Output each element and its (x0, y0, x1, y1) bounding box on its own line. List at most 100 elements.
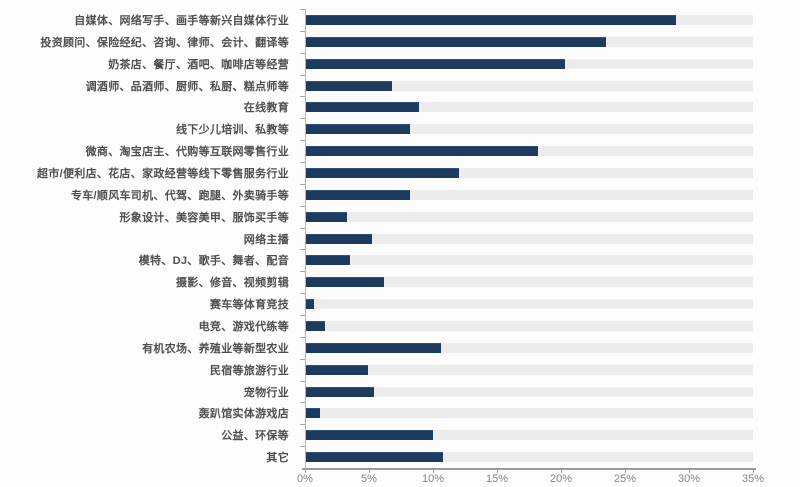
x-tick-label: 10% (421, 473, 445, 485)
category-label: 电竞、游戏代练等 (198, 320, 289, 333)
bar (305, 189, 410, 200)
bar-track (305, 80, 753, 91)
bar-track (305, 255, 753, 266)
bar (305, 102, 419, 113)
category-label: 专车/顺风车司机、代驾、跑腿、外卖骑手等 (70, 189, 289, 202)
bar (305, 277, 385, 288)
x-tick-label: 5% (361, 473, 377, 485)
bar (305, 255, 350, 266)
bar-track (305, 342, 753, 353)
y-axis-line (305, 9, 306, 468)
bar-track (305, 364, 753, 375)
chart-row: 电竞、游戏代练等 (0, 315, 753, 337)
chart-rows: 自媒体、网络写手、画手等新兴自媒体行业 投资顾问、保险经纪、咨询、律师、会计、翻… (0, 9, 753, 468)
x-tick-label: 15% (485, 473, 509, 485)
category-label: 自媒体、网络写手、画手等新兴自媒体行业 (74, 14, 289, 27)
x-tick-label: 30% (677, 473, 701, 485)
chart-row: 形象设计、美容美甲、服饰买手等 (0, 205, 753, 228)
x-tick-mark (433, 470, 434, 473)
bar (305, 342, 441, 353)
category-label: 微商、淘宝店主、代购等互联网零售行业 (85, 146, 289, 159)
bar-track (305, 14, 753, 25)
category-label: 模特、DJ、歌手、舞者、配音 (138, 255, 289, 268)
bar (305, 408, 321, 419)
bar-track (305, 386, 753, 397)
bar (305, 58, 565, 69)
bar-track (305, 124, 753, 135)
category-label: 民宿等旅游行业 (209, 364, 289, 377)
bar (305, 430, 433, 441)
chart-row: 调酒师、品酒师、厨师、私厨、糕点师等 (0, 74, 753, 97)
chart-row: 有机农场、养殖业等新型农业 (0, 336, 753, 359)
bar-track (305, 299, 753, 310)
chart-row: 摄影、修音、视频剪辑 (0, 271, 753, 293)
x-axis-ticks: 0% 5% 10% 15% 20% 25% 30% 35% (297, 470, 764, 487)
bar (305, 386, 375, 397)
category-label: 轰趴馆实体游戏店 (198, 408, 289, 421)
x-axis-line (302, 468, 756, 470)
chart-row: 专车/顺风车司机、代驾、跑腿、外卖骑手等 (0, 183, 753, 206)
x-tick-label: 0% (297, 473, 313, 485)
bar (305, 14, 677, 25)
bar (305, 167, 459, 178)
category-label: 赛车等体育竞技 (209, 299, 289, 312)
bar-track (305, 211, 753, 222)
x-tick-mark (497, 470, 498, 473)
chart-row: 民宿等旅游行业 (0, 358, 753, 381)
chart-row: 超市/便利店、花店、家政经营等线下零售服务行业 (0, 162, 753, 184)
bar (305, 364, 368, 375)
bar-track (305, 102, 753, 113)
chart-row: 自媒体、网络写手、画手等新兴自媒体行业 (0, 9, 753, 31)
category-label: 超市/便利店、花店、家政经营等线下零售服务行业 (37, 167, 289, 180)
bar-track (305, 452, 753, 463)
chart-row: 公益、环保等 (0, 424, 753, 446)
bar-track (305, 36, 753, 47)
category-label: 其它 (266, 452, 289, 465)
bar-track (305, 167, 753, 178)
chart-row: 其它 (0, 446, 753, 468)
category-label: 在线教育 (243, 102, 289, 115)
category-label: 投资顾问、保险经纪、咨询、律师、会计、翻译等 (40, 36, 289, 49)
category-label: 形象设计、美容美甲、服饰买手等 (119, 211, 289, 224)
bar (305, 299, 314, 310)
bar-track (305, 233, 753, 244)
category-label: 线下少儿培训、私教等 (176, 124, 289, 137)
bar (305, 80, 393, 91)
bar (305, 36, 606, 47)
category-label: 有机农场、养殖业等新型农业 (142, 342, 289, 355)
category-label: 调酒师、品酒师、厨师、私厨、糕点师等 (85, 80, 289, 93)
chart-row: 线下少儿培训、私教等 (0, 118, 753, 140)
x-tick-label: 35% (741, 473, 765, 485)
bar (305, 452, 444, 463)
bar-track (305, 277, 753, 288)
x-tick-label: 20% (549, 473, 573, 485)
bar-track (305, 320, 753, 331)
x-tick-mark (305, 470, 306, 473)
bar (305, 233, 372, 244)
bar (305, 124, 410, 135)
chart-row: 网络主播 (0, 227, 753, 250)
category-label: 公益、环保等 (221, 430, 289, 443)
x-tick-mark (561, 470, 562, 473)
chart-row: 奶茶店、餐厅、酒吧、咖啡店等经营 (0, 52, 753, 75)
bar (305, 211, 348, 222)
x-tick-mark (753, 470, 754, 473)
x-tick-mark (689, 470, 690, 473)
chart-row: 模特、DJ、歌手、舞者、配音 (0, 249, 753, 271)
bar-track (305, 408, 753, 419)
chart-row: 微商、淘宝店主、代购等互联网零售行业 (0, 140, 753, 162)
chart-row: 赛车等体育竞技 (0, 293, 753, 315)
bar-track (305, 430, 753, 441)
chart-row: 投资顾问、保险经纪、咨询、律师、会计、翻译等 (0, 30, 753, 53)
category-label: 宠物行业 (243, 386, 289, 399)
x-tick-label: 25% (613, 473, 637, 485)
bar-track (305, 58, 753, 69)
chart-row: 在线教育 (0, 96, 753, 118)
category-label: 摄影、修音、视频剪辑 (176, 277, 289, 290)
category-label: 网络主播 (243, 233, 289, 246)
bar (305, 146, 538, 157)
category-label: 奶茶店、餐厅、酒吧、咖啡店等经营 (108, 58, 289, 71)
x-tick-mark (369, 470, 370, 473)
bar (305, 320, 326, 331)
chart-row: 宠物行业 (0, 380, 753, 403)
